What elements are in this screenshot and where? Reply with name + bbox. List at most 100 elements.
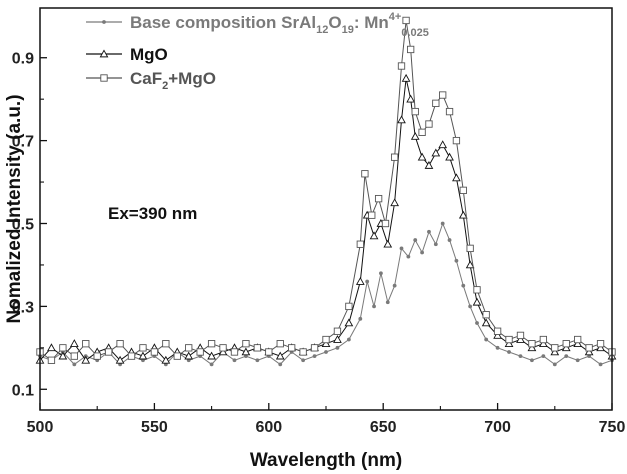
x-tick-label: 700 — [484, 419, 511, 436]
y-tick-label: 0.9 — [12, 51, 34, 68]
data-point-mgo — [184, 351, 194, 360]
legend-item-caf2: CaF2+MgO — [86, 69, 216, 92]
data-point-caf2 — [418, 128, 426, 136]
legend-marker — [102, 20, 106, 24]
data-point-mgo — [406, 94, 416, 103]
data-point-mgo — [424, 160, 434, 169]
data-point-mgo — [333, 335, 342, 343]
y-tick-label: 0.5 — [12, 217, 34, 234]
data-point-caf2 — [173, 352, 181, 360]
data-point-caf2 — [288, 344, 296, 352]
data-point-caf2 — [310, 344, 319, 352]
data-point-caf2 — [82, 340, 90, 348]
data-point-caf2 — [104, 348, 113, 356]
data-point-caf2 — [390, 153, 399, 161]
data-point-caf2 — [242, 340, 250, 348]
data-point-caf2 — [59, 344, 67, 352]
data-point-mgo — [458, 210, 468, 219]
data-point-base — [301, 358, 306, 363]
data-point-caf2 — [459, 186, 467, 195]
data-point-caf2 — [452, 136, 461, 145]
data-point-caf2 — [551, 344, 559, 352]
data-point-caf2 — [345, 302, 353, 311]
data-point-mgo — [369, 231, 379, 240]
data-point-mgo — [452, 173, 461, 182]
data-point-base — [346, 337, 351, 342]
data-point-base — [72, 362, 77, 367]
legend-marker — [99, 49, 109, 58]
data-point-base — [392, 283, 397, 288]
data-point-caf2 — [47, 356, 56, 364]
data-point-base — [541, 354, 546, 359]
data-point-mgo — [401, 73, 411, 82]
data-point-caf2 — [162, 340, 170, 348]
data-point-base — [420, 250, 424, 255]
data-point-base — [598, 362, 603, 367]
data-point-base — [427, 229, 431, 234]
data-point-mgo — [218, 347, 228, 356]
data-point-base — [433, 242, 438, 247]
data-point-mgo — [115, 355, 125, 364]
data-point-base — [372, 304, 376, 309]
data-point-mgo — [355, 276, 365, 285]
data-point-caf2 — [374, 194, 383, 203]
legend-marker — [100, 74, 108, 82]
series-line-base — [39, 222, 613, 366]
data-point-caf2 — [185, 344, 193, 352]
data-point-mgo — [538, 339, 548, 348]
data-point-mgo — [47, 343, 56, 352]
data-point-caf2 — [397, 62, 406, 70]
data-point-mgo — [81, 355, 91, 364]
data-point-base — [232, 358, 237, 363]
legend-label-base: Base composition SrAl12O19: Mn4+0.025 — [130, 11, 429, 39]
data-point-base — [575, 358, 580, 363]
x-tick-label: 600 — [255, 419, 282, 436]
data-point-caf2 — [381, 219, 390, 228]
data-point-mgo — [445, 152, 454, 161]
data-point-caf2 — [439, 91, 447, 99]
data-point-mgo — [431, 148, 441, 157]
data-point-mgo — [410, 131, 420, 140]
x-tick-label: 650 — [370, 419, 397, 436]
data-point-mgo — [561, 343, 571, 352]
y-axis-title: Nomalized Intensity (a.u.) — [4, 94, 25, 323]
data-point-caf2 — [230, 348, 239, 356]
data-point-caf2 — [425, 120, 433, 128]
data-point-caf2 — [116, 340, 124, 348]
data-point-mgo — [417, 152, 427, 161]
data-point-caf2 — [585, 344, 593, 352]
data-point-mgo — [207, 351, 216, 360]
data-point-caf2 — [299, 348, 307, 356]
data-point-caf2 — [361, 170, 369, 178]
data-point-mgo — [275, 351, 285, 360]
data-point-caf2 — [596, 340, 605, 348]
data-point-base — [312, 354, 317, 359]
data-point-caf2 — [402, 16, 410, 25]
data-point-mgo — [241, 347, 251, 356]
data-point-mgo — [550, 347, 560, 356]
data-point-caf2 — [196, 348, 204, 356]
data-point-caf2 — [482, 311, 490, 319]
y-tick-label: 0.1 — [12, 382, 34, 399]
data-point-caf2 — [127, 352, 136, 360]
ticks-layer: 500 550 600 650 700 750 0.1 0.3 0.5 0.7 0.9 — [12, 51, 626, 436]
legend-label-mgo: MgO — [130, 45, 168, 64]
legend-label-caf2: CaF2+MgO — [130, 69, 216, 92]
data-point-mgo — [138, 351, 148, 360]
data-point-base — [564, 354, 569, 359]
data-point-base — [365, 279, 370, 284]
data-point-caf2 — [93, 352, 101, 360]
data-point-base — [530, 358, 534, 363]
data-point-base — [255, 358, 260, 363]
data-point-base — [447, 238, 452, 242]
data-point-caf2 — [466, 244, 474, 253]
excitation-annotation: Ex=390 nm — [108, 204, 197, 223]
data-point-mgo — [161, 355, 171, 364]
data-point-caf2 — [139, 344, 147, 352]
data-point-mgo — [438, 140, 448, 149]
data-point-base — [552, 362, 557, 367]
series-line-caf2 — [39, 20, 613, 361]
data-point-caf2 — [539, 335, 548, 344]
data-point-mgo — [465, 260, 475, 269]
